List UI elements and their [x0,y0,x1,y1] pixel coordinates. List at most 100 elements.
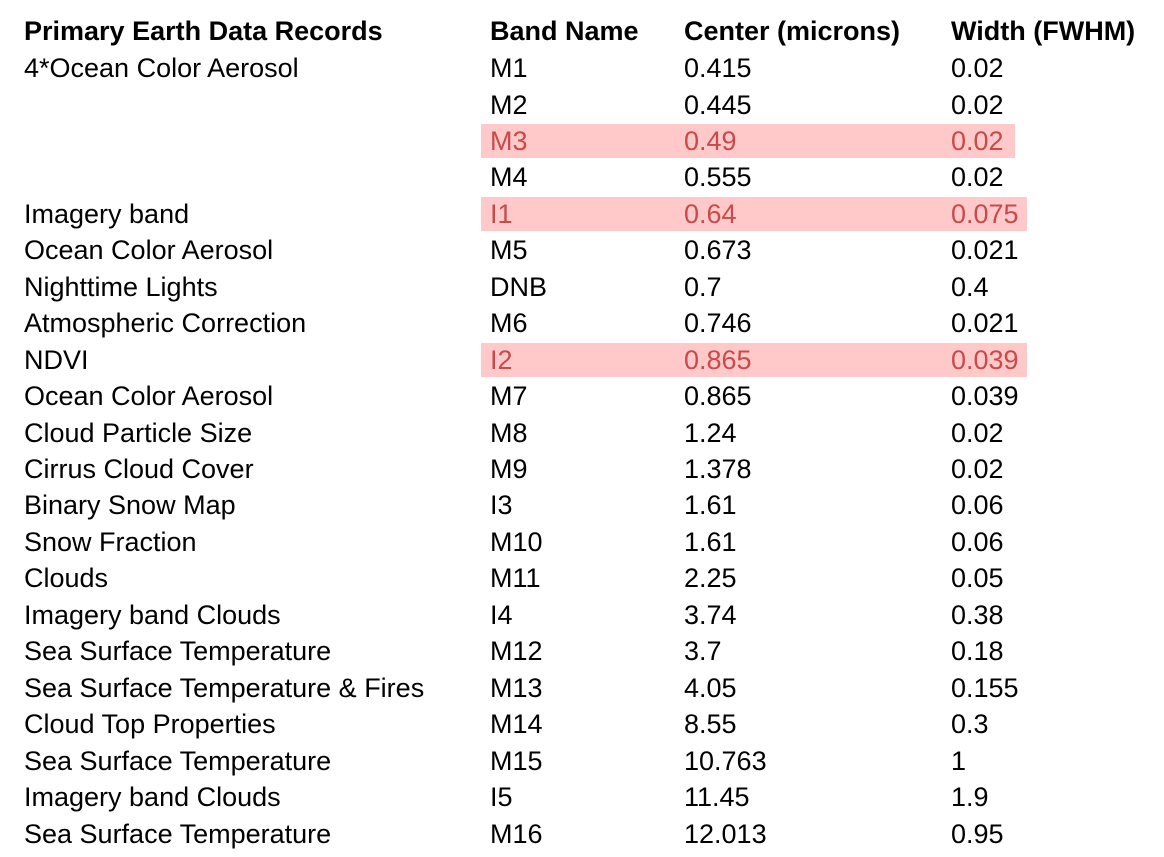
record-cell: Nighttime Lights [24,271,218,302]
table-row: 4*Ocean Color Aerosol M1 0.415 0.02 [0,50,1164,86]
table-row: Sea Surface Temperature & Fires M13 4.05 0.… [0,670,1164,706]
record-cell: Clouds [24,563,109,594]
band-name-cell: M3 [490,125,528,156]
table-row: NDVI I2 0.865 0.039 [0,342,1164,378]
row-highlight [481,342,1027,377]
table-row: Cirrus Cloud Cover M9 1.378 0.02 [0,451,1164,487]
band-name-cell: I4 [490,599,513,630]
band-name-cell: M16 [490,818,543,849]
width-cell: 1.9 [951,782,989,812]
table-row: Snow Fraction M10 1.61 0.06 [0,524,1164,560]
header-width: Width (FWHM) [951,16,1136,46]
record-cell: Atmospheric Correction [24,308,307,339]
band-name-cell: M13 [490,672,543,703]
table-row: M4 0.555 0.02 [0,159,1164,195]
width-cell: 0.02 [951,89,1004,120]
record-cell: Sea Surface Temperature [24,636,332,667]
record-cell: Ocean Color Aerosol [24,381,274,412]
record-cell: NDVI [24,344,89,375]
band-name-cell: M4 [490,162,528,193]
band-name-cell: M11 [490,563,541,594]
record-cell: Imagery band [24,198,190,229]
width-cell: 0.021 [951,308,1019,339]
band-name-cell: M9 [490,454,528,484]
table-row: Sea Surface Temperature M15 10.763 1 [0,743,1164,779]
record-cell: Imagery band Clouds [24,782,281,812]
header-center: Center (microns) [684,16,901,46]
record-cell: Imagery band Clouds [24,599,281,630]
width-cell: 0.039 [951,344,1019,375]
width-cell: 1 [951,745,967,776]
record-cell: Snow Fraction [24,526,197,557]
width-cell: 0.02 [951,125,1004,156]
band-name-cell: M10 [490,526,543,557]
table-row: Imagery band I1 0.64 0.075 [0,196,1164,232]
center-cell: 1.61 [684,526,737,557]
center-cell: 0.746 [684,308,752,339]
center-cell: 0.865 [684,344,752,375]
width-cell: 0.02 [951,417,1004,448]
record-cell: Ocean Color Aerosol [24,235,274,266]
band-name-cell: I3 [490,490,513,521]
band-name-cell: M2 [490,89,528,120]
width-cell: 0.155 [951,672,1019,703]
record-cell: Cloud Top Properties [24,709,276,740]
band-name-cell: M14 [490,709,543,740]
center-cell: 8.55 [684,709,737,740]
row-highlight [481,123,1015,158]
record-cell: Binary Snow Map [24,490,236,521]
header-records: Primary Earth Data Records [24,16,383,46]
table-row: M3 0.49 0.02 [0,123,1164,159]
center-cell: 12.013 [684,818,767,849]
center-cell: 2.25 [684,563,737,594]
record-cell: Cirrus Cloud Cover [24,454,254,484]
center-cell: 11.45 [684,782,750,812]
width-cell: 0.075 [951,198,1019,229]
table-row: Cloud Top Properties M14 8.55 0.3 [0,706,1164,742]
table-row: Imagery band Clouds I5 11.45 1.9 [0,779,1164,815]
center-cell: 0.49 [684,125,737,156]
table-header-row: Primary Earth Data Records Band Name Cen… [0,13,1164,49]
center-cell: 10.763 [684,745,767,776]
record-cell: 4*Ocean Color Aerosol [24,53,299,83]
band-name-cell: M1 [490,53,528,83]
table-row: Atmospheric Correction M6 0.746 0.021 [0,305,1164,341]
center-cell: 0.865 [684,381,752,412]
band-name-cell: M15 [490,745,543,776]
row-highlight [481,196,1027,231]
width-cell: 0.06 [951,526,1004,557]
width-cell: 0.02 [951,53,1004,83]
center-cell: 3.7 [684,636,722,667]
table-row: Ocean Color Aerosol M5 0.673 0.021 [0,232,1164,268]
center-cell: 1.61 [684,490,737,521]
width-cell: 0.06 [951,490,1004,521]
width-cell: 0.95 [951,818,1004,849]
width-cell: 0.38 [951,599,1004,630]
center-cell: 0.7 [684,271,722,302]
table-row: M2 0.445 0.02 [0,87,1164,123]
table-row: Cloud Particle Size M8 1.24 0.02 [0,415,1164,451]
center-cell: 1.24 [684,417,737,448]
band-name-cell: M6 [490,308,528,339]
center-cell: 4.05 [684,672,737,703]
center-cell: 3.74 [684,599,737,630]
table-row: Sea Surface Temperature M12 3.7 0.18 [0,633,1164,669]
center-cell: 1.378 [684,454,752,484]
record-cell: Sea Surface Temperature [24,818,332,849]
band-name-cell: M5 [490,235,528,266]
record-cell: Sea Surface Temperature & Fires [24,672,425,703]
band-name-cell: DNB [490,271,548,302]
table-row: Clouds M11 2.25 0.05 [0,560,1164,596]
center-cell: 0.673 [684,235,752,266]
header-band-name: Band Name [490,16,639,46]
table-row: Imagery band Clouds I4 3.74 0.38 [0,597,1164,633]
center-cell: 0.445 [684,89,752,120]
width-cell: 0.05 [951,563,1004,594]
center-cell: 0.415 [684,53,752,83]
width-cell: 0.039 [951,381,1019,412]
width-cell: 0.021 [951,235,1019,266]
table-row: Binary Snow Map I3 1.61 0.06 [0,487,1164,523]
width-cell: 0.02 [951,162,1004,193]
band-name-cell: M12 [490,636,543,667]
